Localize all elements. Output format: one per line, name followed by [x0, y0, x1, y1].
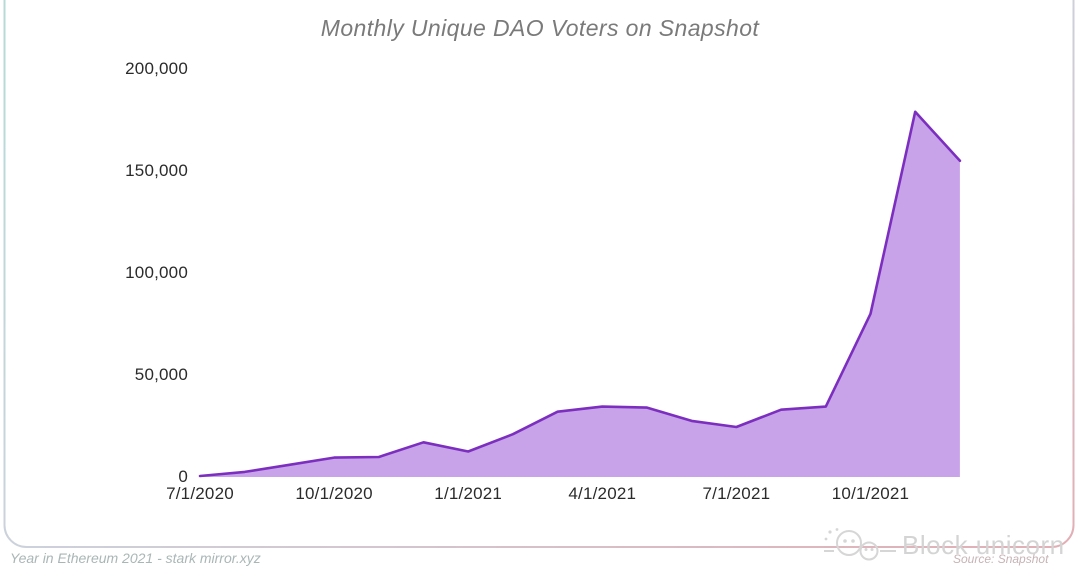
- attribution-text: Year in Ethereum 2021 - stark mirror.xyz: [10, 550, 261, 566]
- x-tick-label: 7/1/2020: [166, 484, 234, 503]
- area-fill: [200, 111, 960, 478]
- y-tick-label: 100,000: [125, 263, 188, 282]
- y-tick-label: 150,000: [125, 161, 188, 180]
- x-tick-label: 1/1/2021: [434, 484, 503, 503]
- x-tick-label: 10/1/2020: [295, 484, 373, 503]
- source-text: Source: Snapshot: [953, 552, 1049, 566]
- chart-title: Monthly Unique DAO Voters on Snapshot: [320, 15, 760, 41]
- y-tick-label: 200,000: [125, 59, 188, 78]
- chat-bubbles-icon: [824, 528, 896, 561]
- watermark: Block unicorn: [822, 526, 1065, 564]
- x-tick-label: 4/1/2021: [568, 484, 637, 503]
- x-tick-label: 10/1/2021: [831, 484, 910, 503]
- y-tick-label: 50,000: [134, 365, 188, 384]
- y-tick-label: 0: [178, 467, 188, 486]
- watermark-label: Block unicorn: [902, 530, 1065, 560]
- data-line: [198, 110, 962, 478]
- x-tick-label: 7/1/2021: [702, 484, 771, 503]
